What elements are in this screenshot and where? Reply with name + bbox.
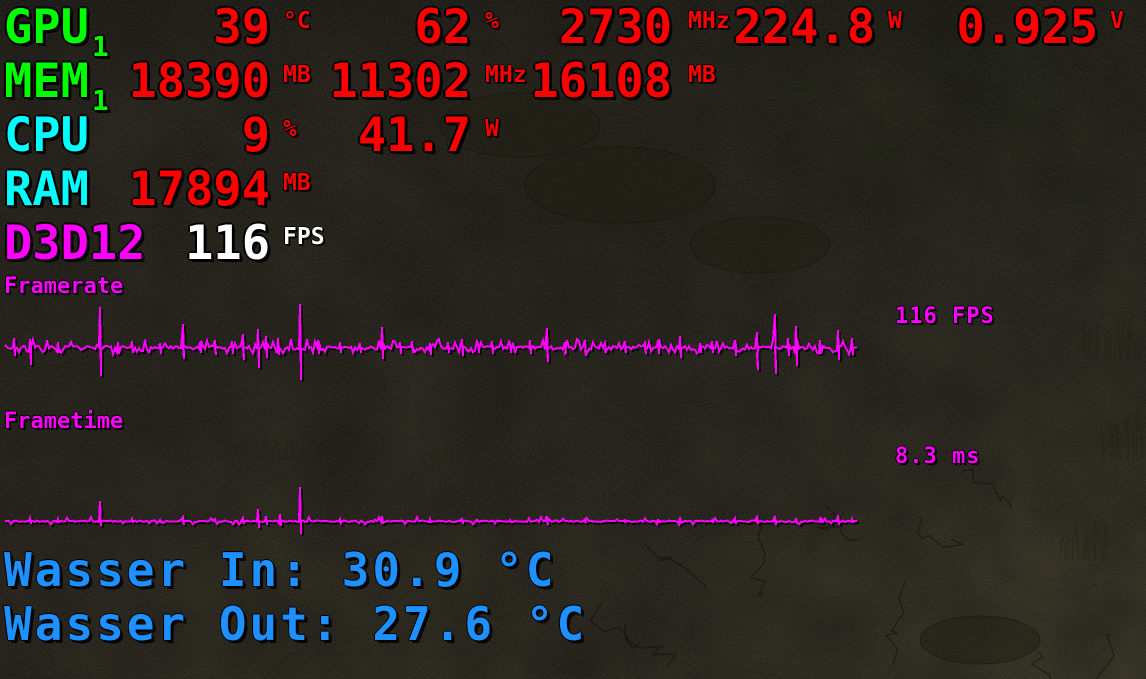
frametime-readout: 8.3 ms — [895, 444, 981, 469]
gpu-temp-value: 39 — [213, 0, 270, 55]
gpu-power-value: 224.8 — [733, 0, 875, 55]
gpu-label: GPU 1 — [4, 0, 109, 63]
mem-label: MEM 1 — [4, 54, 109, 117]
gpu-voltage-value: 0.925 — [956, 0, 1098, 55]
mem-alloc-unit: MB — [688, 62, 716, 88]
mem-used-value: 18390 — [128, 54, 270, 109]
mem-clock-value: 11302 — [329, 54, 471, 109]
water-in-temp: Wasser In: 30.9 °C — [4, 543, 557, 597]
gpu-usage-value: 62 — [414, 0, 471, 55]
gpu-clock-value: 2730 — [558, 0, 672, 55]
gpu-temp-unit: °C — [283, 8, 311, 34]
gpu-voltage-unit: V — [1110, 8, 1124, 34]
gpu-index-subscript: 1 — [91, 30, 109, 63]
osd-row-mem: MEM 1 18390 MB 11302 MHz 16108 MB — [0, 54, 1146, 117]
ram-label: RAM — [4, 162, 89, 217]
mem-used-unit: MB — [283, 62, 311, 88]
framerate-graph-label: Framerate — [4, 274, 124, 299]
osd-row-cpu: CPU 9 % 41.7 W — [0, 112, 1146, 166]
cpu-usage-unit: % — [283, 116, 297, 142]
gpu-usage-unit: % — [485, 8, 499, 34]
cpu-label: CPU — [4, 108, 89, 163]
osd-row-d3d12: D3D12 116 FPS — [0, 220, 1146, 274]
cpu-power-unit: W — [485, 116, 499, 142]
ram-used-unit: MB — [283, 170, 311, 196]
gpu-power-unit: W — [888, 8, 902, 34]
framerate-readout: 116 FPS — [895, 304, 995, 329]
fps-unit: FPS — [283, 224, 325, 250]
ram-used-value: 17894 — [128, 162, 270, 217]
water-out-temp: Wasser Out: 27.6 °C — [4, 597, 588, 651]
graphics-api-label: D3D12 — [4, 216, 146, 271]
fps-value: 116 — [185, 216, 270, 271]
gpu-clock-unit: MHz — [688, 8, 730, 34]
cpu-usage-value: 9 — [241, 108, 270, 163]
mem-clock-unit: MHz — [485, 62, 527, 88]
osd-row-ram: RAM 17894 MB — [0, 166, 1146, 220]
osd-row-gpu: GPU 1 39 °C 62 % 2730 MHz 224.8 W 0.925 V — [0, 0, 1146, 63]
cpu-power-value: 41.7 — [357, 108, 471, 163]
mem-index-subscript: 1 — [91, 84, 109, 117]
mem-alloc-value: 16108 — [530, 54, 672, 109]
frametime-graph-label: Frametime — [4, 409, 124, 434]
